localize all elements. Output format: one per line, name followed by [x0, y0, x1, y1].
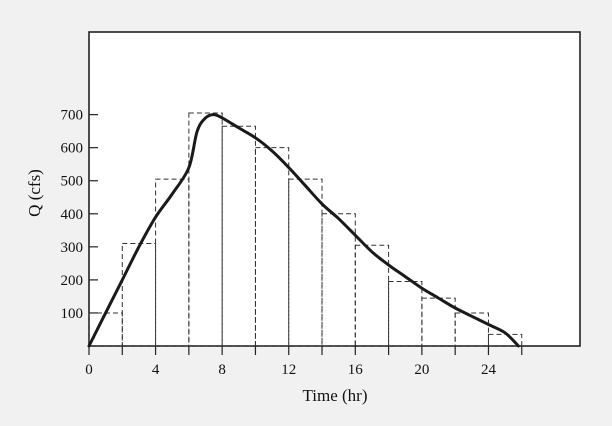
x-tick-label: 12	[281, 362, 296, 378]
y-tick-label: 700	[61, 108, 84, 124]
y-tick-label: 200	[61, 273, 84, 289]
x-tick-label: 16	[348, 362, 364, 378]
hydrograph-curve	[87, 113, 520, 348]
y-tick-label: 600	[61, 141, 84, 157]
axis-ticks	[88, 114, 523, 355]
step-bin	[454, 312, 489, 347]
x-tick-label: 8	[218, 362, 226, 378]
x-tick-label: 20	[414, 362, 429, 378]
y-tick-labels: 100 200 300 400 500 600 700	[61, 108, 84, 322]
x-tick-label: 0	[85, 362, 93, 378]
step-bin	[188, 112, 223, 347]
x-tick-label: 4	[152, 362, 160, 378]
step-bin	[155, 178, 190, 347]
y-tick-label: 400	[61, 207, 84, 223]
y-tick-label: 100	[61, 306, 84, 322]
x-tick-labels: 0 4 8 12 16 20 24	[85, 362, 496, 378]
plot-area	[88, 31, 581, 347]
y-axis-title: Q (cfs)	[25, 169, 44, 217]
x-tick-label: 24	[481, 362, 497, 378]
y-tick-label: 300	[61, 240, 84, 256]
y-tick-label: 500	[61, 174, 84, 190]
x-axis-title: Time (hr)	[302, 386, 367, 405]
step-bin	[354, 244, 390, 347]
